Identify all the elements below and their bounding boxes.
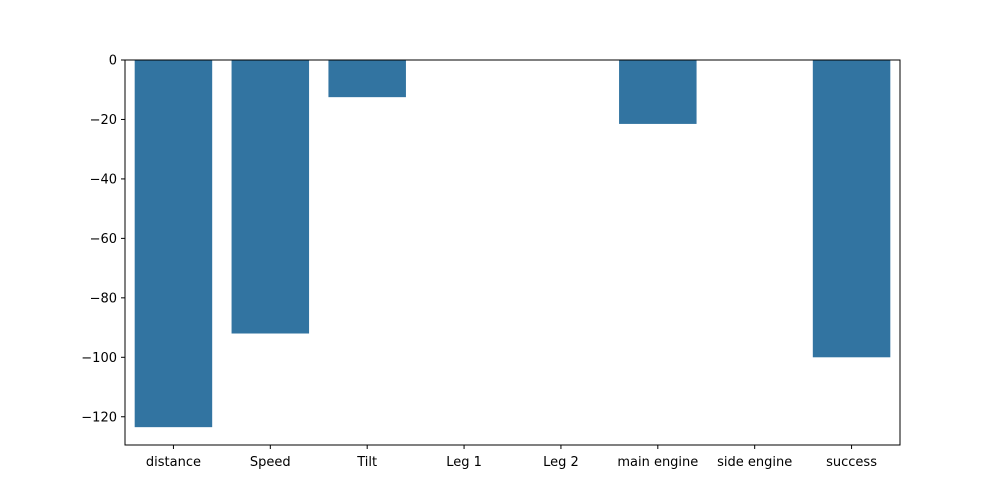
x-axis: distance Speed Tilt Leg 1 Leg 2 main engine si…	[146, 445, 877, 470]
y-tick-label: −60	[90, 232, 117, 247]
bar-speed	[231, 60, 310, 334]
bars-layer	[134, 60, 891, 428]
x-tick-label: Leg 1	[446, 455, 482, 470]
y-tick-label: −100	[81, 351, 117, 366]
bar-tilt	[328, 60, 406, 98]
y-axis: 0 −20 −40 −60 −80 −100 −120	[81, 54, 125, 425]
bar-distance	[134, 60, 213, 428]
x-tick-label: main engine	[617, 455, 698, 470]
x-tick-label: success	[826, 455, 877, 470]
x-tick-label: distance	[146, 455, 201, 470]
x-tick-label: Speed	[250, 455, 291, 470]
bar-success	[812, 60, 891, 358]
y-tick-label: 0	[109, 54, 117, 69]
x-tick-label: Leg 2	[543, 455, 579, 470]
x-tick-label: Tilt	[356, 455, 377, 470]
y-tick-label: −40	[90, 172, 117, 187]
y-tick-label: −120	[81, 410, 117, 425]
bar-main-engine	[619, 60, 697, 124]
x-tick-label: side engine	[717, 455, 792, 470]
plot-area-frame	[124, 59, 901, 446]
y-tick-label: −80	[90, 291, 117, 306]
y-tick-label: −20	[90, 113, 117, 128]
